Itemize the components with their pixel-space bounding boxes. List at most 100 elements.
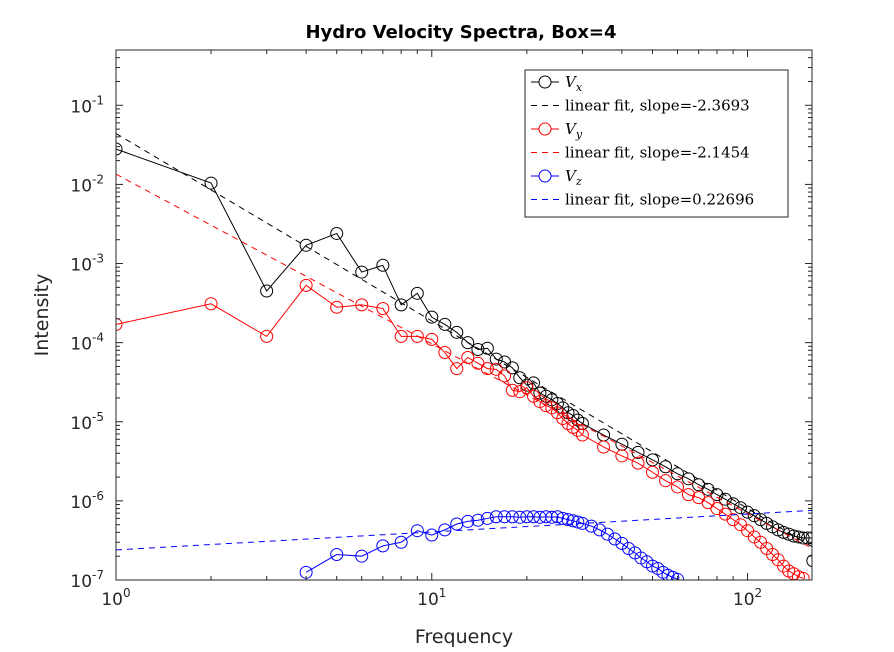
legend-label: Vx: [565, 73, 583, 94]
data-point-z: [545, 510, 559, 524]
legend-label: linear fit, slope=0.22696: [565, 191, 754, 209]
x-axis-label: Frequency: [415, 626, 513, 648]
legend-marker: [538, 169, 552, 183]
x-tick-label: 102: [733, 586, 762, 610]
data-point-y: [498, 369, 512, 383]
data-point-y: [777, 559, 791, 573]
data-point-y: [299, 278, 313, 292]
data-point-z: [520, 510, 534, 524]
axes-box: [115, 49, 813, 581]
legend-label: linear fit, slope=-2.3693: [565, 97, 750, 115]
data-point-z: [593, 523, 607, 537]
x-tick-label: 100: [101, 586, 130, 610]
data-point-z: [394, 535, 408, 549]
data-point-z: [376, 539, 390, 553]
data-point-x: [330, 226, 344, 240]
data-point-y: [792, 570, 805, 580]
data-point-y: [597, 440, 611, 454]
data-point-y: [631, 456, 645, 470]
legend-label: Vz: [565, 167, 582, 188]
fit-line-1: [116, 133, 812, 548]
data-point-x: [410, 286, 424, 300]
data-point-y: [330, 300, 344, 314]
data-point-z: [666, 570, 680, 580]
data-point-x: [787, 529, 801, 543]
data-point-y: [539, 399, 553, 413]
data-point-x: [376, 258, 390, 272]
data-point-z: [461, 514, 475, 528]
data-point-y: [489, 362, 503, 376]
y-tick-label: 10-1: [70, 93, 104, 117]
data-point-z: [505, 510, 519, 524]
data-point-y: [116, 317, 123, 331]
data-point-z: [571, 515, 585, 529]
data-point-y: [394, 329, 408, 343]
data-point-x: [670, 467, 684, 481]
data-point-y: [796, 571, 810, 580]
data-point-y: [410, 329, 424, 343]
x-tick-label: 101: [417, 586, 446, 610]
data-point-x: [471, 342, 485, 356]
data-point-x: [734, 501, 748, 515]
series-line-y: [116, 284, 804, 579]
data-point-x: [204, 176, 218, 190]
data-point-x: [792, 530, 806, 544]
data-point-z: [670, 572, 684, 580]
data-point-x: [394, 298, 408, 312]
data-point-z: [566, 514, 580, 528]
data-point-y: [670, 480, 684, 494]
data-point-y: [376, 302, 390, 316]
y-tick-label: 10-2: [70, 172, 104, 196]
data-point-y: [204, 297, 218, 311]
data-point-y: [425, 332, 439, 346]
data-point-x: [489, 352, 503, 366]
data-point-z: [622, 542, 636, 556]
y-tick-label: 10-5: [70, 410, 104, 434]
data-point-y: [480, 362, 494, 376]
data-point-y: [726, 513, 740, 527]
data-point-x: [116, 142, 123, 156]
data-point-y: [659, 474, 673, 488]
y-tick-label: 10-4: [70, 331, 104, 355]
data-point-z: [330, 548, 344, 562]
data-point-z: [550, 510, 564, 524]
data-point-x: [425, 310, 439, 324]
data-point-z: [355, 549, 369, 563]
data-point-z: [498, 510, 512, 524]
y-axis-label: Intensity: [31, 274, 53, 357]
data-point-x: [355, 265, 369, 279]
data-point-x: [631, 445, 645, 459]
data-point-z: [539, 510, 553, 524]
y-tick-label: 10-7: [70, 568, 104, 592]
data-point-z: [438, 523, 452, 537]
data-point-x: [805, 531, 812, 545]
data-point-z: [425, 528, 439, 542]
data-point-x: [571, 413, 585, 427]
data-point-z: [661, 568, 675, 580]
y-tick-label: 10-6: [70, 489, 104, 513]
data-point-z: [584, 519, 598, 533]
data-point-y: [645, 465, 659, 479]
data-point-y: [615, 449, 629, 463]
data-point-z: [615, 536, 629, 550]
data-point-y: [355, 298, 369, 312]
legend-label: linear fit, slope=-2.1454: [565, 144, 750, 162]
data-point-y: [575, 428, 589, 442]
data-point-x: [260, 284, 274, 298]
data-point-x: [461, 336, 475, 350]
data-point-y: [556, 411, 570, 425]
data-point-x: [533, 386, 547, 400]
data-point-z: [556, 511, 570, 525]
data-point-y: [513, 385, 527, 399]
data-point-x: [527, 376, 541, 390]
data-point-z: [410, 524, 424, 538]
data-point-x: [575, 417, 589, 431]
chart-title: Hydro Velocity Spectra, Box=4: [305, 22, 616, 43]
data-point-z: [561, 513, 575, 527]
data-point-y: [571, 423, 585, 437]
data-point-z: [489, 510, 503, 524]
legend-box: [524, 69, 789, 218]
data-point-y: [701, 496, 715, 510]
data-point-x: [505, 361, 519, 375]
data-point-y: [260, 329, 274, 343]
